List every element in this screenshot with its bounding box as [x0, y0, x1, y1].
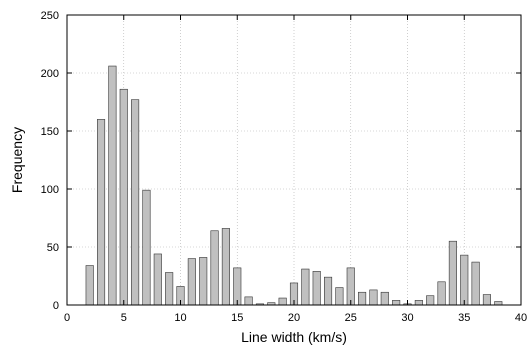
bar-7: [142, 189, 151, 306]
bar-16: [244, 296, 253, 306]
y-tick-label: 150: [41, 126, 59, 138]
x-tick-label: 40: [515, 312, 527, 324]
x-axis-ticks: 0 5 10 15 20 25 30 35 40: [64, 15, 527, 324]
x-axis-label: Line width (km/s): [241, 329, 347, 345]
x-tick-label: 0: [64, 312, 70, 324]
y-tick-label: 50: [47, 242, 59, 254]
x-tick-label: 15: [231, 312, 243, 324]
bar-33: [437, 281, 446, 306]
bar-12: [199, 257, 208, 306]
bar-19: [278, 297, 287, 306]
bar-37: [482, 294, 491, 306]
y-tick-label: 250: [41, 10, 59, 22]
x-tick-label: 5: [121, 312, 127, 324]
bar-32: [426, 295, 435, 306]
bar-13: [210, 230, 219, 306]
bar-2: [85, 265, 94, 306]
bar-25: [346, 267, 355, 306]
bar-27: [369, 289, 378, 306]
bar-36: [471, 261, 480, 306]
bar-22: [312, 271, 321, 306]
x-tick-label: 25: [345, 312, 357, 324]
grid-lines: [67, 15, 521, 305]
bar-28: [380, 291, 389, 306]
bar-38: [494, 301, 503, 306]
bar-23: [324, 276, 333, 306]
x-tick-label: 20: [288, 312, 300, 324]
bar-26: [358, 291, 367, 306]
x-tick-label: 10: [174, 312, 186, 324]
y-tick-label: 100: [41, 184, 59, 196]
bar-29: [392, 300, 401, 306]
bar-31: [414, 300, 423, 306]
x-tick-label: 35: [458, 312, 470, 324]
bar-14: [221, 228, 230, 306]
y-tick-label: 200: [41, 68, 59, 80]
bar-21: [301, 268, 310, 306]
y-axis-ticks: 0 50 100 150 200 250: [41, 10, 521, 312]
bar-4: [108, 65, 117, 306]
bars: [85, 65, 503, 306]
bar-8: [153, 253, 162, 306]
y-axis-label: Frequency: [9, 127, 25, 193]
bar-9: [165, 272, 174, 306]
x-tick-label: 30: [401, 312, 413, 324]
bar-34: [448, 240, 457, 306]
bar-35: [460, 254, 469, 306]
bar-15: [233, 267, 242, 306]
bar-24: [335, 287, 344, 306]
bar-3: [97, 119, 106, 306]
bar-11: [187, 258, 196, 306]
y-tick-label: 0: [53, 300, 59, 312]
bar-5: [119, 88, 128, 306]
bar-6: [131, 99, 140, 306]
